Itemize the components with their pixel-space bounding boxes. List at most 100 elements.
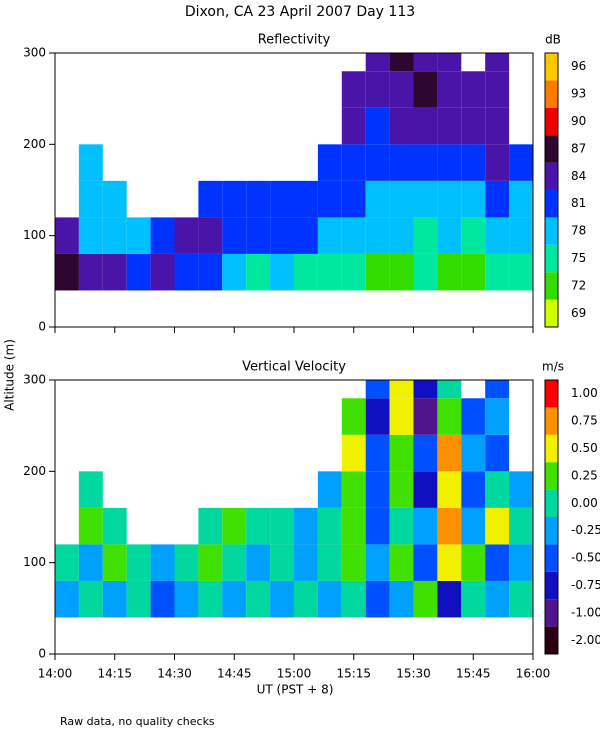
- x-tick-label: 15:30: [396, 667, 431, 681]
- cell: [78, 580, 103, 618]
- cell: [389, 580, 414, 618]
- colorbar-tick-label: 72: [571, 278, 586, 292]
- cell: [509, 217, 533, 254]
- cell: [174, 580, 199, 618]
- y-tick-label: 0: [38, 647, 46, 661]
- cell: [222, 544, 247, 581]
- colorbar-swatch: [545, 272, 558, 300]
- cell: [485, 107, 510, 145]
- cell: [317, 544, 342, 581]
- cell: [437, 53, 462, 72]
- colorbar-swatch: [545, 162, 558, 190]
- colorbar-tick-label: 0.75: [571, 414, 598, 428]
- colorbar-swatch: [545, 299, 558, 327]
- cell: [341, 507, 366, 545]
- cell: [294, 507, 318, 545]
- cell: [78, 544, 103, 581]
- colorbar-tick-label: 69: [571, 306, 586, 320]
- colorbar-tick-label: 0.25: [571, 468, 598, 482]
- cell: [341, 398, 366, 435]
- colorbar-swatch: [545, 462, 558, 490]
- x-tick-label: 16:00: [516, 667, 551, 681]
- cell: [78, 507, 103, 545]
- cell: [365, 144, 390, 181]
- cell: [78, 144, 103, 181]
- cell: [389, 217, 414, 254]
- x-axis-label: UT (PST + 8): [257, 683, 334, 697]
- page-title: Dixon, CA 23 April 2007 Day 113: [185, 4, 415, 20]
- cell: [198, 507, 223, 545]
- cell: [389, 180, 414, 218]
- cell: [294, 217, 318, 254]
- cell: [341, 434, 366, 472]
- cell: [413, 398, 438, 435]
- cell: [509, 253, 533, 291]
- cell: [485, 471, 510, 508]
- y-tick-label: 300: [23, 46, 46, 60]
- colorbar-tick-label: 84: [571, 169, 586, 183]
- colorbar-swatch: [545, 544, 558, 572]
- y-tick-label: 100: [23, 555, 46, 569]
- y-tick-label: 300: [23, 373, 46, 387]
- y-tick-label: 0: [38, 320, 46, 334]
- cell: [55, 217, 79, 254]
- cell: [365, 398, 390, 435]
- cell: [341, 471, 366, 508]
- x-tick-label: 14:30: [157, 667, 192, 681]
- colorbar-swatch: [545, 80, 558, 108]
- cell: [437, 398, 462, 435]
- cell: [509, 580, 533, 618]
- cell: [365, 507, 390, 545]
- colorbar-swatch: [545, 489, 558, 517]
- x-tick-label: 15:00: [277, 667, 312, 681]
- cell: [413, 434, 438, 472]
- colorbar-tick-label: 75: [571, 251, 586, 265]
- cell: [461, 471, 486, 508]
- colorbar-tick-label: 0.00: [571, 496, 598, 510]
- cell: [246, 180, 271, 218]
- panel-title: Vertical Velocity: [242, 360, 346, 375]
- cell: [341, 107, 366, 145]
- colorbar-label: dB: [545, 33, 561, 47]
- cell: [222, 217, 247, 254]
- panel-title: Reflectivity: [258, 33, 331, 48]
- cell: [222, 253, 247, 291]
- x-tick-label: 14:45: [217, 667, 252, 681]
- x-tick-label: 15:45: [456, 667, 491, 681]
- cell: [270, 253, 294, 291]
- cell: [365, 217, 390, 254]
- cell: [413, 507, 438, 545]
- x-tick-label: 14:00: [38, 667, 73, 681]
- cell: [461, 544, 486, 581]
- cell: [365, 180, 390, 218]
- cell: [389, 253, 414, 291]
- cell: [270, 217, 294, 254]
- colorbar-tick-label: 90: [571, 114, 586, 128]
- cell: [174, 217, 199, 254]
- cell: [389, 507, 414, 545]
- cell: [150, 544, 175, 581]
- cell: [174, 544, 199, 581]
- cell: [102, 217, 127, 254]
- cell: [461, 180, 486, 218]
- cell: [150, 217, 175, 254]
- cell: [78, 253, 103, 291]
- cell: [461, 217, 486, 254]
- cell: [78, 180, 103, 218]
- cell: [509, 507, 533, 545]
- cell: [102, 253, 127, 291]
- colorbar-tick-label: -2.00: [571, 633, 600, 647]
- colorbar-swatch: [545, 190, 558, 218]
- cell: [485, 217, 510, 254]
- cell: [413, 144, 438, 181]
- cell: [485, 544, 510, 581]
- cell: [485, 507, 510, 545]
- colorbar-tick-label: 0.50: [571, 441, 598, 455]
- y-tick-label: 100: [23, 228, 46, 242]
- y-tick-label: 200: [23, 464, 46, 478]
- cell: [461, 71, 486, 108]
- cell: [246, 507, 271, 545]
- cell: [126, 580, 151, 618]
- cell: [413, 217, 438, 254]
